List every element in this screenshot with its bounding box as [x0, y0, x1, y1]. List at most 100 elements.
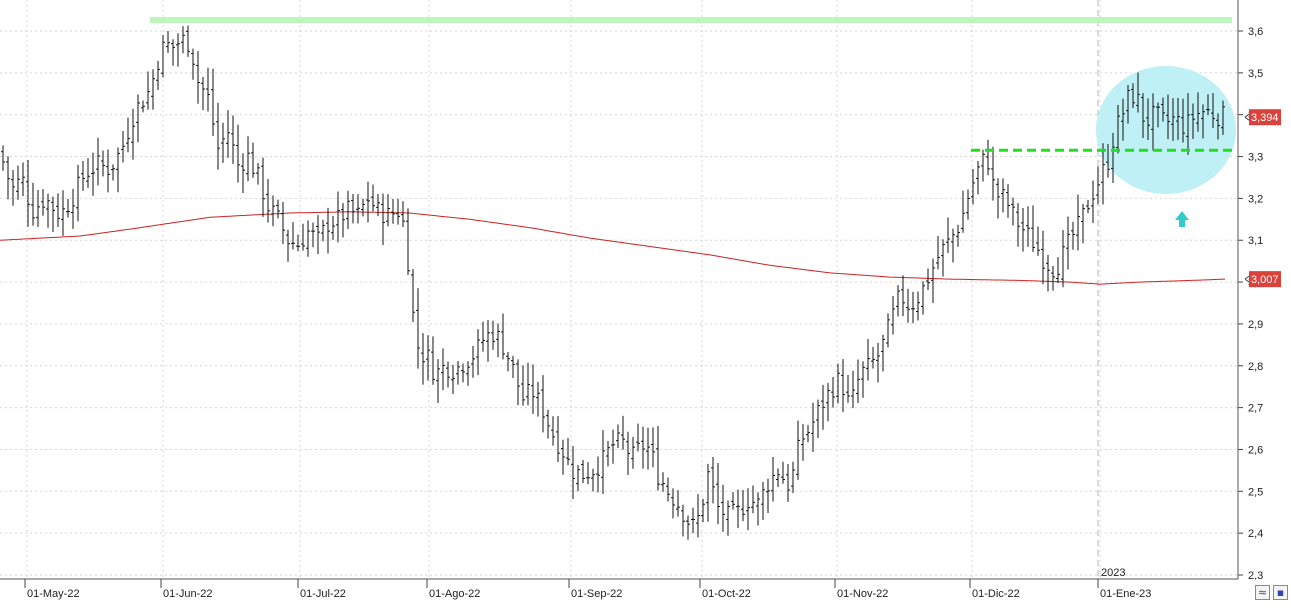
moving-average-line [0, 211, 1226, 285]
price-bar [121, 130, 125, 163]
price-bar [896, 285, 900, 317]
price-bar [331, 215, 335, 240]
price-bar [1076, 194, 1080, 251]
price-bar [226, 110, 230, 158]
price-bar [686, 515, 690, 540]
price-bar [1141, 93, 1145, 139]
price-bar [636, 423, 640, 452]
price-bar [171, 39, 175, 66]
price-bar [881, 334, 885, 372]
price-bar [1096, 166, 1100, 205]
price-bar [906, 288, 910, 323]
price-bar [796, 420, 800, 480]
price-bar [656, 426, 660, 491]
price-bar [91, 152, 95, 196]
last-price-label: 3,394 [1251, 112, 1279, 124]
price-bar [981, 149, 985, 182]
price-bar [321, 219, 325, 242]
price-bar [76, 164, 80, 222]
price-bar [526, 362, 530, 406]
price-bar [676, 490, 680, 517]
price-bar [51, 196, 55, 233]
price-bar [1041, 230, 1045, 285]
price-bar [446, 361, 450, 388]
price-bar [281, 201, 285, 244]
price-bar [66, 198, 70, 218]
price-bar [731, 492, 735, 510]
price-bar [141, 100, 145, 113]
price-bar [316, 215, 320, 255]
price-bar [311, 222, 315, 248]
price-bar [231, 115, 235, 164]
price-bar [781, 461, 785, 484]
price-bar [1136, 72, 1140, 113]
price-bar [1081, 203, 1085, 244]
price-bar [966, 189, 970, 220]
price-bar [326, 207, 330, 254]
price-bar [216, 102, 220, 170]
price-bar [441, 348, 445, 391]
price-bar [716, 462, 720, 525]
price-bar [911, 291, 915, 324]
price-bar [581, 459, 585, 484]
y-tick-label: 3,3 [1248, 152, 1263, 164]
price-bar [1006, 184, 1010, 218]
price-bar [521, 365, 525, 406]
price-bar [176, 33, 180, 67]
price-bar [251, 142, 255, 178]
price-bar [791, 461, 795, 494]
price-bar [96, 137, 100, 186]
x-tick-label: 01-Oct-22 [702, 588, 751, 600]
price-bar [566, 438, 570, 466]
y-tick-label: 2,8 [1248, 361, 1263, 373]
price-bar [746, 488, 750, 531]
price-bar [706, 463, 710, 522]
price-bar [876, 342, 880, 383]
price-bar [431, 336, 435, 385]
chart-style-icon[interactable]: ≈ [1255, 585, 1270, 600]
y-tick-label: 3,1 [1248, 235, 1263, 247]
price-bar [116, 147, 120, 193]
x-tick-label: 01-May-22 [27, 588, 80, 600]
highlight-circle [1096, 66, 1236, 194]
price-bar [221, 122, 225, 163]
price-bar [301, 223, 305, 251]
price-bar [761, 481, 765, 521]
price-bar [1126, 85, 1130, 124]
price-bar [661, 472, 665, 492]
price-bar [1221, 100, 1225, 135]
price-bar [496, 323, 500, 358]
price-bar [106, 149, 110, 193]
y-tick-label: 2,6 [1248, 444, 1263, 456]
price-bar [621, 415, 625, 450]
x-tick-label: 01-Nov-22 [837, 588, 888, 600]
price-bar [726, 500, 730, 536]
price-bar [471, 345, 475, 378]
price-bar [591, 468, 595, 492]
price-bar [666, 477, 670, 502]
price-bar [1071, 221, 1075, 250]
price-bar [1001, 178, 1005, 213]
price-bar [131, 108, 135, 160]
price-bar [1211, 93, 1215, 129]
price-bar [211, 68, 215, 136]
y-tick-label: 3,6 [1248, 26, 1263, 38]
price-bar [616, 424, 620, 449]
y-tick-label: 3,5 [1248, 68, 1263, 80]
y-tick-label: 2,3 [1248, 570, 1263, 582]
price-bar [806, 425, 810, 443]
price-bar [151, 69, 155, 110]
price-bar [871, 346, 875, 369]
x-tick-label: 01-Dic-22 [972, 588, 1020, 600]
price-bar [766, 478, 770, 513]
annotation-front-layer [971, 148, 1232, 227]
y-tick-label: 2,4 [1248, 528, 1263, 540]
save-icon[interactable]: ▪ [1273, 585, 1288, 600]
price-bar [941, 239, 945, 277]
price-bar [156, 60, 160, 90]
price-bar [556, 415, 560, 463]
price-bar [511, 355, 515, 378]
price-bar [386, 194, 390, 227]
price-bar [416, 288, 420, 369]
price-bar [1146, 98, 1150, 141]
